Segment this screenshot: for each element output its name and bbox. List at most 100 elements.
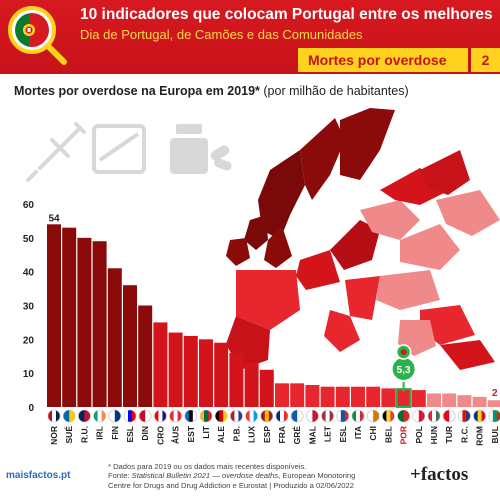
- flag-stripe: [184, 410, 190, 422]
- topic-separator: [469, 48, 471, 72]
- flag-border: [427, 409, 441, 423]
- flag-stripe: [481, 410, 486, 422]
- chart-title: Mortes por overdose na Europa em 2019*: [14, 84, 260, 98]
- flag-stripe: [93, 410, 98, 422]
- syringe-icon: [26, 122, 86, 182]
- page-subtitle: Dia de Portugal, de Camões e das Comunid…: [80, 27, 363, 42]
- bar: [427, 393, 441, 407]
- y-axis: 0 10 20 30 40 50 60: [23, 200, 35, 414]
- bar: [92, 241, 107, 407]
- map-pin-dot: [400, 349, 407, 355]
- flag-stripe: [477, 410, 482, 422]
- flag-stripe: [69, 410, 76, 422]
- country-flag-icon: [351, 409, 365, 423]
- flag-stripe: [373, 410, 380, 422]
- x-tick-label: LUX: [247, 426, 257, 443]
- x-tick-label: CHI: [368, 426, 378, 441]
- flag-border: [123, 409, 137, 423]
- footnote-line-1: * Dados para 2019 ou os dados mais recen…: [108, 462, 307, 471]
- country-flag-icon: [382, 409, 395, 423]
- maisfactos-logo-text: maisfactos.pt: [6, 470, 71, 481]
- flag-stripe: [403, 410, 410, 422]
- flag-stripe: [418, 410, 425, 422]
- flag-stripe: [466, 410, 471, 422]
- flag-stripe: [128, 410, 133, 422]
- bar: [320, 386, 335, 407]
- x-tick-label: ROM: [475, 426, 485, 446]
- flag-stripe: [329, 410, 334, 422]
- flag-stripe: [276, 410, 281, 422]
- flag-border: [366, 409, 380, 423]
- flag-stripe: [382, 410, 387, 422]
- flag-stripe: [458, 410, 463, 422]
- y-tick-label: 10: [23, 369, 35, 380]
- flag-stripe: [192, 410, 197, 422]
- country-flag-icon: [397, 409, 410, 423]
- bar: [183, 335, 198, 407]
- flag-stripe: [367, 410, 374, 422]
- flag-border: [275, 409, 289, 423]
- bar: [47, 224, 61, 407]
- country-flag-icon: [169, 409, 182, 423]
- flag-stripe: [223, 410, 228, 422]
- bar: [457, 395, 472, 407]
- flag-stripe: [97, 410, 102, 422]
- flag-border: [78, 409, 91, 423]
- flag-border: [184, 409, 198, 423]
- flag-border: [214, 409, 228, 423]
- data-label-last: 2: [492, 388, 498, 399]
- flag-stripe: [177, 410, 182, 422]
- flag-stripe: [56, 410, 60, 422]
- country-flag-icon: [275, 409, 289, 423]
- flag-border: [290, 409, 304, 423]
- country-flag-icon: [306, 409, 319, 423]
- maisfactos-logo[interactable]: maisfactos.pt: [6, 470, 70, 481]
- flag-border: [336, 409, 350, 423]
- flag-border: [154, 409, 167, 423]
- flag-stripe: [158, 410, 163, 422]
- flag-stripe: [215, 410, 220, 422]
- bar: [244, 363, 259, 407]
- bar: [259, 369, 274, 407]
- country-flag-icon: [93, 409, 106, 423]
- flag-stripe: [48, 410, 53, 422]
- x-tick-label: FRA: [277, 426, 287, 443]
- bar: [62, 227, 77, 407]
- flag-stripe: [436, 410, 440, 422]
- flag-stripe: [208, 410, 212, 422]
- bar: [381, 388, 396, 407]
- x-tick-label: POR: [399, 426, 409, 444]
- flag-stripe: [234, 410, 239, 422]
- country-flag-icon: [366, 409, 380, 423]
- country-flag-icon: [245, 409, 258, 423]
- x-tick-label: ESP: [262, 426, 272, 443]
- country-flag-icon: [138, 409, 152, 423]
- bar: [351, 386, 365, 407]
- flag-stripe: [200, 410, 205, 422]
- x-tick-label: ESL: [338, 426, 348, 443]
- flag-stripe: [356, 410, 361, 422]
- flag-stripe: [412, 410, 420, 422]
- bars: [47, 224, 500, 408]
- country-flag-icon: [230, 409, 243, 423]
- medicine-bottle-icon: [170, 124, 232, 174]
- flag-stripe: [139, 410, 146, 422]
- x-tick-label: LET: [323, 425, 333, 442]
- bar: [335, 386, 350, 407]
- flag-stripe: [188, 410, 194, 422]
- y-tick-label: 30: [23, 302, 35, 313]
- bar: [275, 383, 289, 407]
- flag-stripe: [264, 410, 270, 422]
- flag-stripe: [132, 410, 136, 422]
- bar: [472, 396, 487, 407]
- x-axis-labels: NOR SUÉ R.U. IRL FIN ESL DIN CRO ÁUS EST LIT ALE P.B…: [49, 425, 500, 446]
- x-tick-label: FIN: [110, 426, 120, 440]
- country-flag-icon: [260, 409, 274, 423]
- flag-stripe: [204, 410, 209, 422]
- x-tick-label: SUÉ: [64, 426, 74, 444]
- chart-unit: (por milhão de habitantes): [259, 84, 409, 98]
- country-flag-icon: [199, 409, 213, 423]
- flag-stripe: [219, 410, 224, 422]
- flag-border: [412, 409, 426, 423]
- bar: [442, 393, 457, 407]
